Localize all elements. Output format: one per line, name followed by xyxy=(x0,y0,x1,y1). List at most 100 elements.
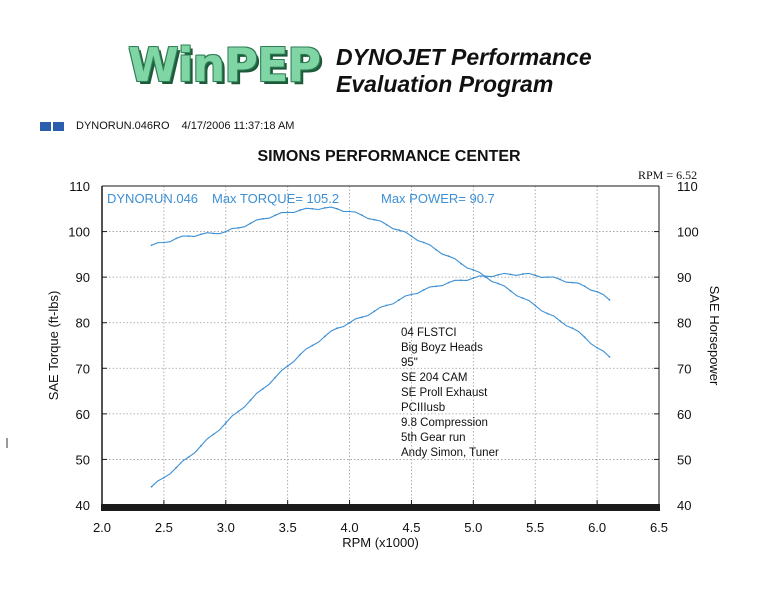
x-tick-label: 2.0 xyxy=(93,520,111,535)
horsepower-point xyxy=(348,321,351,324)
horsepower-point xyxy=(410,293,413,296)
torque-point xyxy=(175,237,178,240)
horsepower-point xyxy=(509,273,512,276)
torque-point xyxy=(323,206,326,209)
annotation-line: PCIIIusb xyxy=(401,402,445,414)
run-info: DYNORUN.046RO 4/17/2006 11:37:18 AM xyxy=(40,120,294,132)
horsepower-point xyxy=(373,310,376,313)
torque-point xyxy=(299,209,301,212)
torque-point xyxy=(361,214,363,217)
y-right-axis-label: SAE Horsepower xyxy=(707,286,722,386)
horsepower-point xyxy=(460,279,462,282)
horsepower-point xyxy=(150,485,153,488)
y-right-tick-label: 100 xyxy=(677,225,699,240)
horsepower-point xyxy=(447,281,450,284)
torque-point xyxy=(534,304,537,307)
brand-line-1: DYNOJET Performance xyxy=(336,44,592,70)
horsepower-point xyxy=(608,299,611,301)
brand-line-2: Evaluation Program xyxy=(336,71,554,97)
horsepower-point xyxy=(583,285,586,288)
horsepower-point xyxy=(162,476,165,479)
frame-bottom-bar xyxy=(101,504,660,511)
x-tick-label: 5.5 xyxy=(526,520,544,535)
horsepower-point xyxy=(435,285,438,288)
torque-point xyxy=(262,217,264,220)
annotation-line: 9.8 Compression xyxy=(401,417,488,429)
torque-point xyxy=(150,244,153,247)
horsepower-point xyxy=(534,274,537,277)
horsepower-point xyxy=(311,344,314,347)
horsepower-point xyxy=(200,444,202,447)
run-label: DYNORUN.046RO xyxy=(76,120,170,132)
annotation-line: 5th Gear run xyxy=(401,432,466,444)
torque-point xyxy=(571,327,574,330)
horsepower-point xyxy=(361,316,363,319)
horsepower-point xyxy=(385,304,388,307)
horsepower-point xyxy=(546,276,549,279)
x-tick-label: 3.0 xyxy=(217,520,235,535)
annotation-line: Andy Simon, Tuner xyxy=(401,447,499,459)
torque-point xyxy=(237,227,240,229)
horsepower-point xyxy=(224,422,227,424)
y-right-tick-label: 70 xyxy=(677,361,691,376)
horsepower-point xyxy=(286,365,289,367)
brand-title: DYNOJET Performance Evaluation Program xyxy=(336,44,592,98)
x-tick-label: 6.5 xyxy=(650,520,668,535)
horsepower-line xyxy=(151,272,610,488)
y-tick-label: 100 xyxy=(68,225,90,240)
torque-point xyxy=(521,297,524,300)
horsepower-point xyxy=(484,275,487,278)
horsepower-point xyxy=(274,376,277,379)
annotation-line: 04 FLSTCI xyxy=(401,327,457,339)
torque-point xyxy=(546,312,549,315)
torque-point xyxy=(212,232,215,235)
torque-point xyxy=(286,211,289,214)
torque-point xyxy=(583,336,586,339)
horsepower-point xyxy=(187,456,190,459)
horsepower-point xyxy=(212,433,215,436)
x-tick-label: 4.0 xyxy=(341,520,359,535)
torque-point xyxy=(596,346,599,349)
rpm-readout: RPM = 6.52 xyxy=(638,168,698,182)
torque-point xyxy=(224,230,227,233)
y-tick-label: 60 xyxy=(76,407,90,422)
x-tick-label: 5.0 xyxy=(464,520,482,535)
annotation-line: SE Proll Exhaust xyxy=(401,387,488,399)
torque-point xyxy=(509,289,512,292)
run-timestamp: 4/17/2006 11:37:18 AM xyxy=(181,120,295,132)
legend-run-name: DYNORUN.046 xyxy=(107,191,198,206)
horsepower-point xyxy=(336,327,339,330)
torque-point xyxy=(410,235,413,238)
y-tick-label: 70 xyxy=(76,361,90,376)
horsepower-point xyxy=(249,399,252,402)
torque-point xyxy=(447,255,450,258)
horsepower-point xyxy=(237,410,240,413)
horsepower-point xyxy=(571,281,574,284)
torque-point xyxy=(274,214,277,217)
torque-point xyxy=(162,241,165,244)
x-tick-label: 4.5 xyxy=(402,520,420,535)
torque-point xyxy=(336,207,339,210)
scan-mark xyxy=(6,438,8,448)
y-tick-label: 40 xyxy=(76,498,90,513)
winpep-logo: WinPEP xyxy=(128,38,321,92)
torque-point xyxy=(435,248,438,251)
torque-point xyxy=(385,223,388,226)
horsepower-point xyxy=(299,353,301,356)
y-tick-label: 80 xyxy=(76,316,90,331)
x-tick-label: 6.0 xyxy=(588,520,606,535)
annotation-line: Big Boyz Heads xyxy=(401,342,483,354)
torque-point xyxy=(200,233,202,236)
torque-point xyxy=(187,235,190,238)
horsepower-point xyxy=(175,466,178,469)
y-right-tick-label: 80 xyxy=(677,316,691,331)
x-tick-label: 2.5 xyxy=(155,520,173,535)
y-right-tick-label: 60 xyxy=(677,407,691,422)
y-right-tick-label: 110 xyxy=(677,179,698,194)
x-axis-label: RPM (x1000) xyxy=(342,535,419,550)
horsepower-point xyxy=(521,273,524,275)
horsepower-point xyxy=(596,290,599,293)
torque-point xyxy=(373,218,376,221)
horsepower-point xyxy=(262,387,264,390)
annotation-line: SE 204 CAM xyxy=(401,372,467,384)
